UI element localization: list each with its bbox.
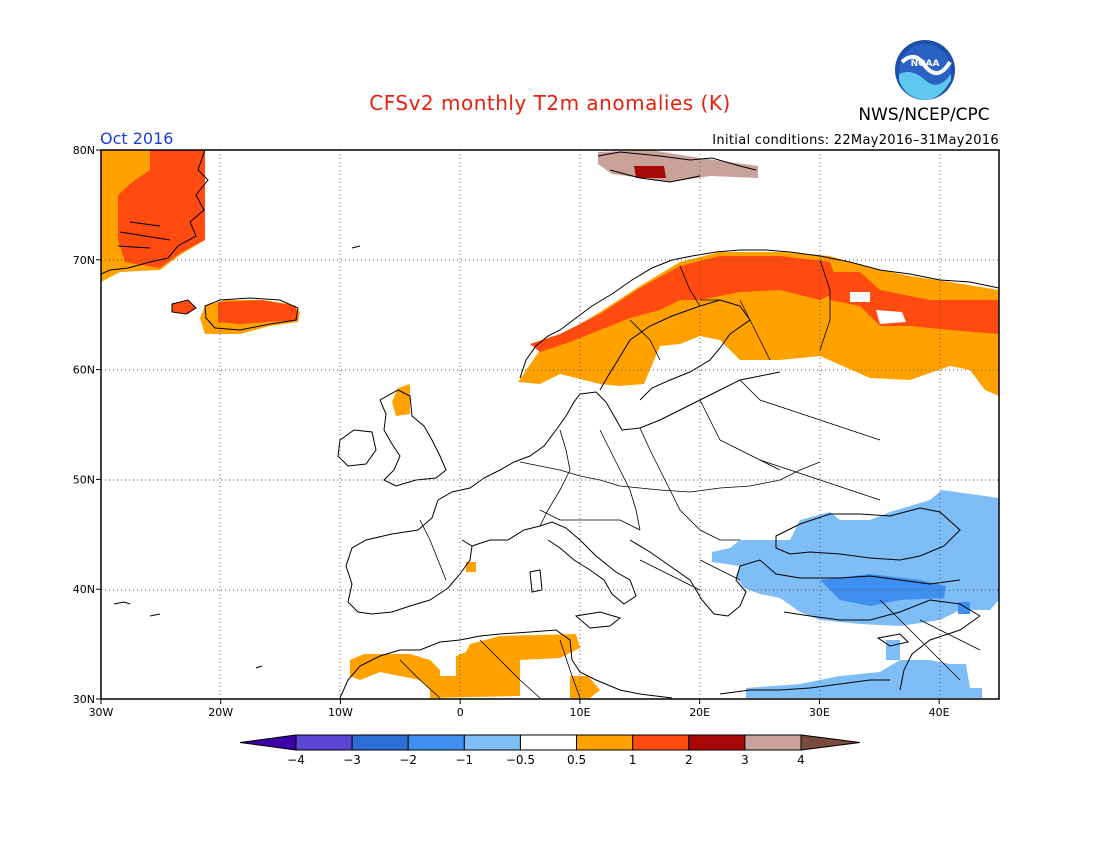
anomaly-region-iberia-warm <box>466 562 476 572</box>
anomaly-region-scotland <box>392 384 410 416</box>
lat-axis: 30N 40N 50N 60N 70N 80N <box>73 144 101 706</box>
colorbar-label: 1 <box>629 753 637 767</box>
noaa-logo-text: NOAA <box>911 59 940 69</box>
anomaly-region-russia-gap-2 <box>876 310 906 324</box>
colorbar-label: −2 <box>399 753 417 767</box>
lon-tick-label: 20W <box>208 706 233 719</box>
colorbar-swatch <box>576 734 634 751</box>
colorbar-label: −1 <box>455 753 473 767</box>
colorbar-swatch <box>632 734 690 751</box>
colorbar-swatch <box>519 734 578 751</box>
country-borders <box>399 259 981 699</box>
anomaly-region-greenland-hot <box>118 150 205 268</box>
lon-tick-label: 10W <box>328 706 353 719</box>
lon-tick-label: 40E <box>929 706 950 719</box>
anomaly-region-russia-gap <box>850 292 870 302</box>
colorbar-label: −3 <box>343 753 361 767</box>
colorbar-label: 4 <box>797 753 805 767</box>
anomaly-region-north-africa-warm <box>350 634 580 698</box>
forecast-month: Oct 2016 <box>100 129 173 148</box>
colorbar-swatch <box>744 734 802 751</box>
anomaly-region-iceland-hot <box>218 300 298 324</box>
colorbar-swatch <box>351 734 409 751</box>
colorbar-swatch <box>295 734 353 751</box>
colorbar-label: −0.5 <box>506 753 535 767</box>
anomaly-region-russia-hot <box>820 272 999 334</box>
lon-tick-label: 10E <box>569 706 590 719</box>
colorbar-swatch <box>463 734 521 751</box>
colorbar-min-arrow <box>239 734 297 751</box>
chart-title: CFSv2 monthly T2m anomalies (K) <box>369 91 731 115</box>
anomaly-region-scandinavia-warm <box>518 252 999 396</box>
lat-tick-label: 50N <box>73 473 95 486</box>
colorbar-label: 2 <box>685 753 693 767</box>
colorbar-swatch <box>407 734 465 751</box>
colorbar-label: 3 <box>741 753 749 767</box>
colorbar-label: −4 <box>287 753 305 767</box>
lat-tick-label: 80N <box>73 144 95 157</box>
lat-tick-label: 70N <box>73 254 95 267</box>
noaa-logo: NOAA <box>895 40 955 100</box>
lon-tick-label: 30E <box>809 706 830 719</box>
lat-tick-label: 30N <box>73 693 95 706</box>
lat-tick-label: 60N <box>73 364 95 377</box>
lat-tick-label: 40N <box>73 583 95 596</box>
lon-axis: 30W 20W 10W 0 10E 20E 30E 40E <box>89 699 950 719</box>
anomaly-region-levant-cool <box>886 640 900 660</box>
lon-tick-label: 0 <box>457 706 464 719</box>
coastlines <box>101 150 999 699</box>
lon-tick-label: 30W <box>89 706 114 719</box>
colorbar: −4 −3 −2 −1 −0.5 0.5 1 2 3 4 <box>239 734 861 767</box>
org-label: NWS/NCEP/CPC <box>858 105 989 125</box>
map-frame <box>100 149 1000 700</box>
anomaly-region-iceland-west <box>172 300 196 314</box>
anomaly-fill <box>101 150 999 698</box>
colorbar-swatch <box>688 734 746 751</box>
colorbar-label: 0.5 <box>567 753 586 767</box>
anomaly-region-libya-warm <box>570 676 600 698</box>
colorbar-max-arrow <box>800 734 861 751</box>
lon-tick-label: 20E <box>689 706 710 719</box>
anomaly-region-svalbard-core <box>634 166 666 178</box>
initial-conditions: Initial conditions: 22May2016–31May2016 <box>712 133 999 148</box>
anomaly-region-scandinavia-hot <box>530 256 840 352</box>
graticule <box>101 150 999 699</box>
